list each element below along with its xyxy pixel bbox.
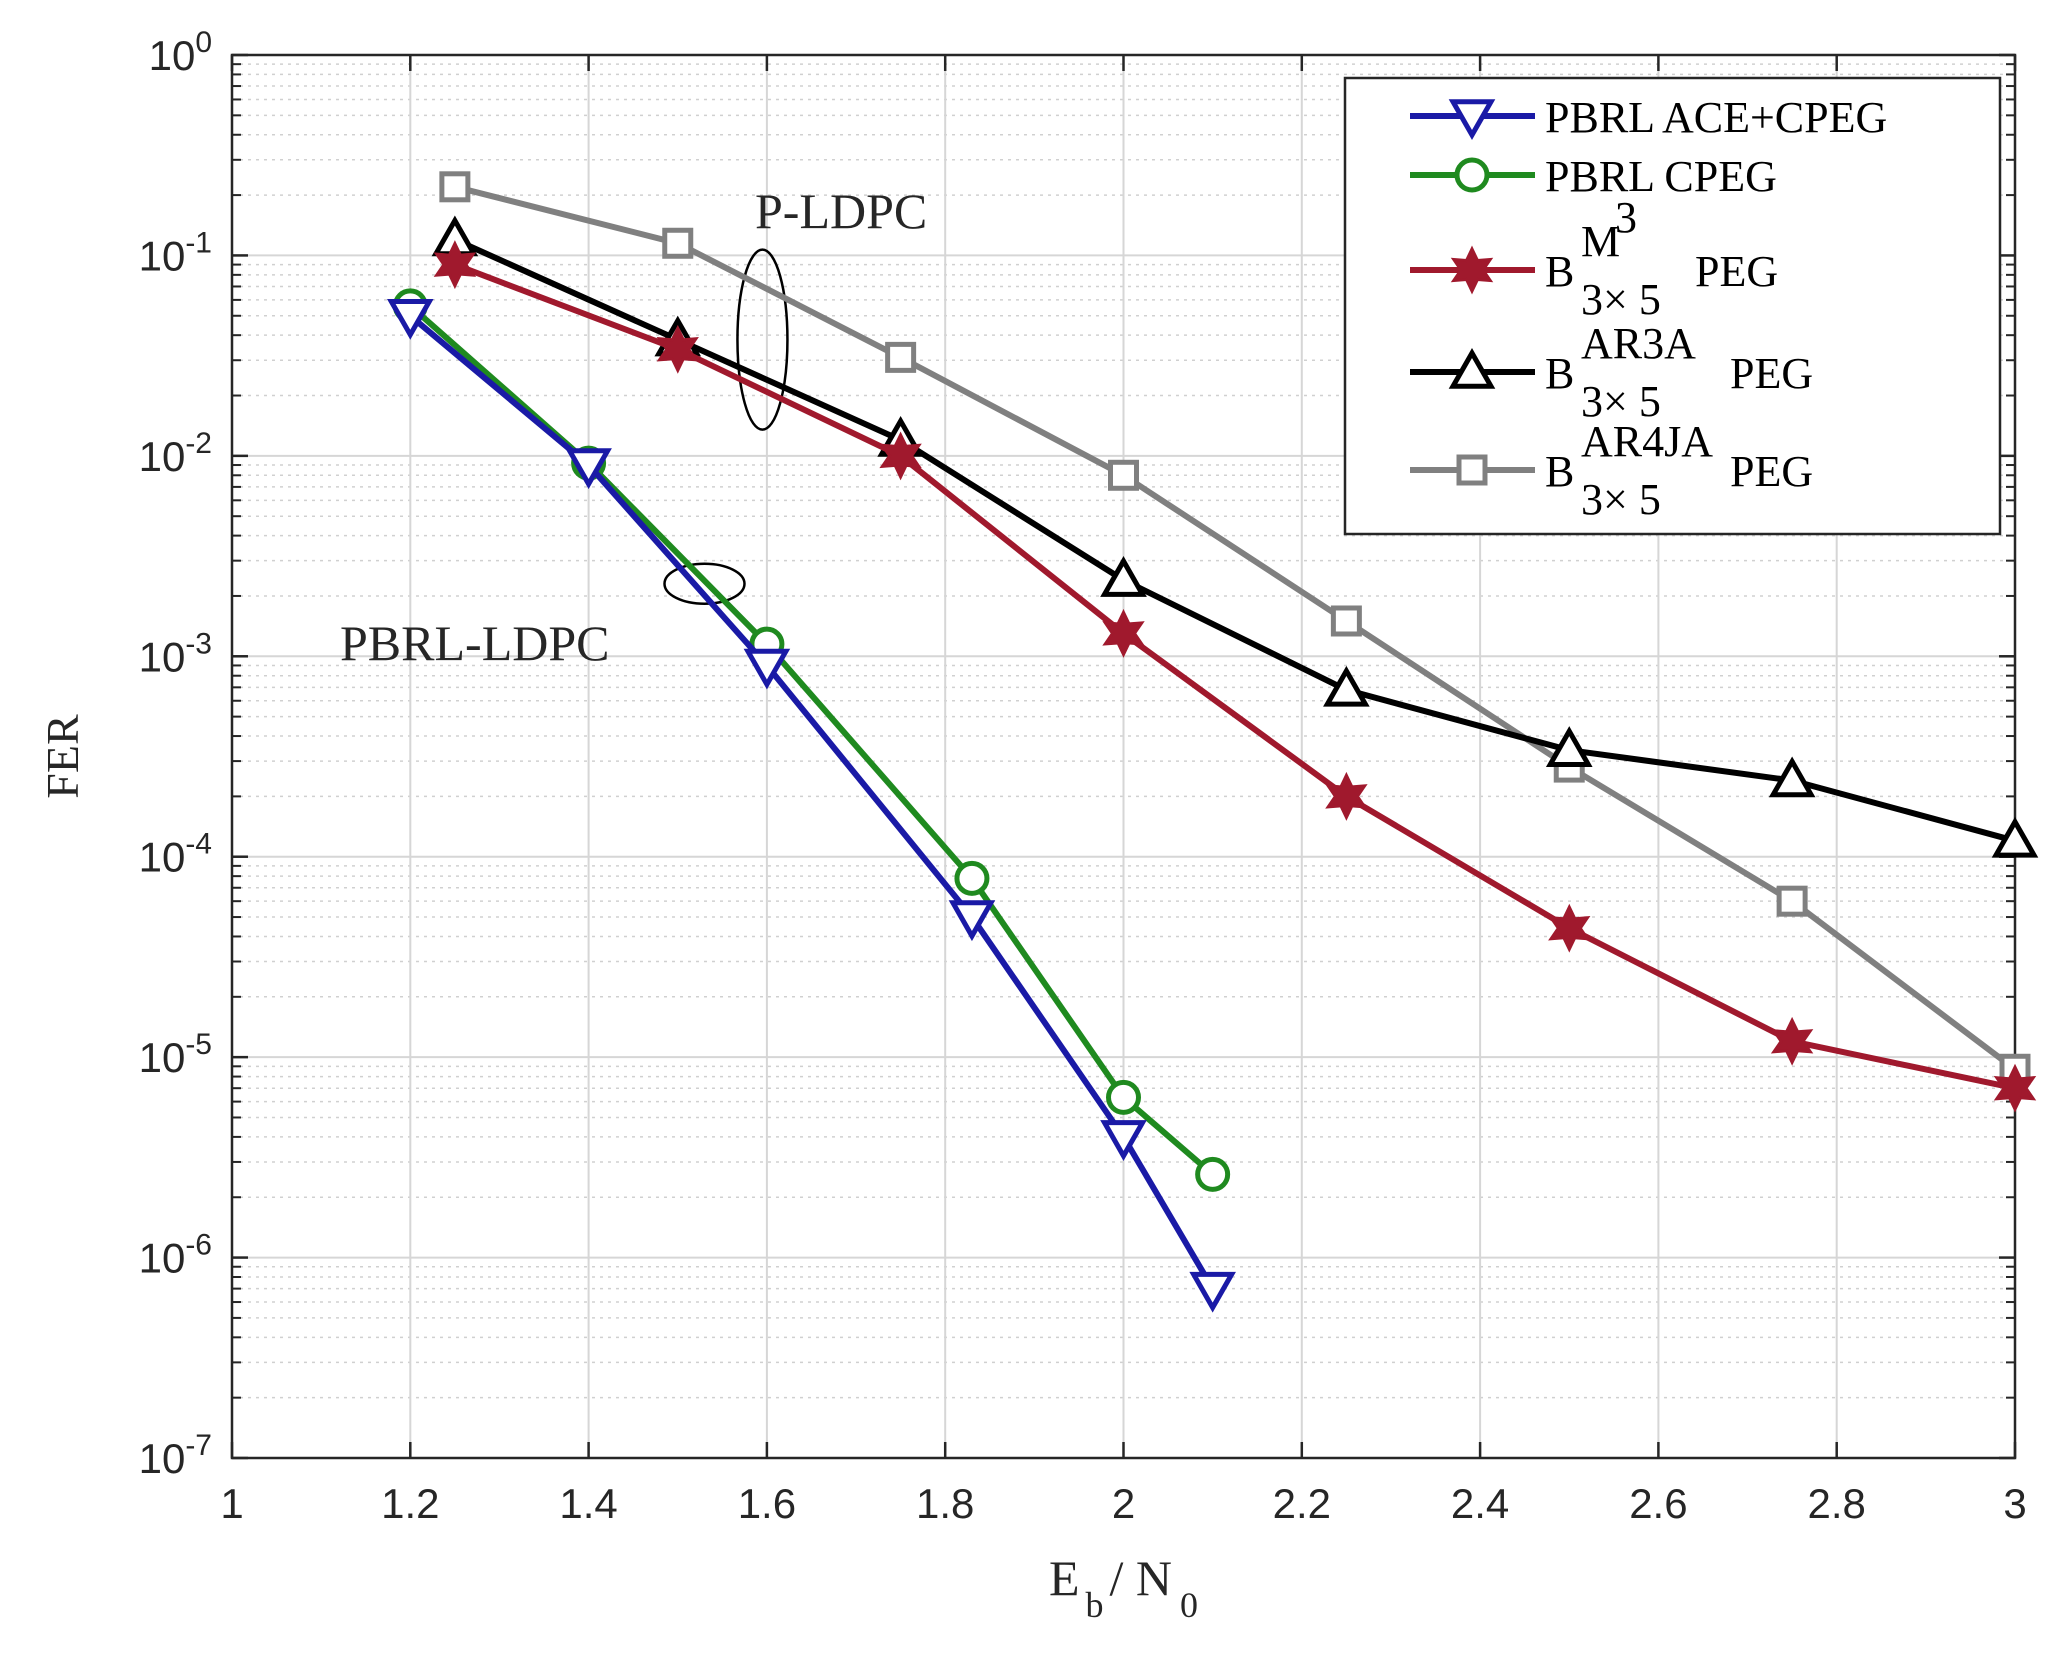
y-tick-label: 10-3 <box>139 627 212 680</box>
data-point <box>1454 157 1490 193</box>
data-point <box>879 431 922 481</box>
data-point <box>743 648 791 690</box>
x-tick-label: 2.4 <box>1451 1480 1509 1527</box>
data-point <box>1189 1271 1236 1313</box>
pbrl-ldpc-label: PBRL-LDPC <box>340 615 610 671</box>
x-tick-label: 1.8 <box>916 1480 974 1527</box>
legend-label-base: B <box>1545 247 1574 296</box>
data-point <box>1100 556 1147 597</box>
data-point <box>1325 771 1368 821</box>
data-point <box>1993 1063 2037 1113</box>
legend-label: PBRL ACE+CPEG <box>1545 93 1887 142</box>
p-ldpc-ellipse <box>736 248 789 431</box>
legend-box <box>1343 76 2002 536</box>
legend-label-sub: 3× 5 <box>1581 377 1661 426</box>
x-tick-label: 2.2 <box>1273 1480 1331 1527</box>
y-tick-label: 100 <box>149 26 212 79</box>
x-tick-label: 1.4 <box>559 1480 617 1527</box>
data-point <box>662 227 694 259</box>
x-tick-label: 2 <box>1112 1480 1135 1527</box>
y-tick-label: 10-6 <box>139 1229 212 1282</box>
legend-label: PBRL CPEG <box>1545 152 1777 201</box>
x-tick-label: 3 <box>2003 1480 2026 1527</box>
legend-entry-1: PBRL CPEG <box>1410 152 1777 201</box>
annotations: P-LDPC PBRL-LDPC <box>340 183 927 671</box>
data-point <box>1100 1120 1147 1161</box>
data-point <box>1102 608 1145 658</box>
data-point <box>1448 99 1496 141</box>
y-tick-label: 10-4 <box>139 828 212 881</box>
y-tick-label: 10-7 <box>139 1429 212 1482</box>
legend-entry-2: BM3 3× 5 PEG <box>1410 193 1778 324</box>
data-point <box>1106 1079 1141 1115</box>
legend-entry-0: PBRL ACE+CPEG <box>1410 93 1887 142</box>
series-line <box>408 313 1216 1291</box>
data-point <box>1776 885 1808 917</box>
data-point <box>1456 454 1488 486</box>
series-group <box>386 171 2039 1313</box>
legend-label-base: B <box>1545 349 1574 398</box>
data-point <box>885 341 917 373</box>
series-0 <box>386 299 1236 1313</box>
y-tick-label: 10-2 <box>139 427 212 480</box>
legend-label-suffix: PEG <box>1695 247 1778 296</box>
data-point <box>1108 459 1139 491</box>
x-tick-label: 1.6 <box>738 1480 796 1527</box>
data-point <box>1450 245 1494 295</box>
legend-label-sub: 3× 5 <box>1581 475 1661 524</box>
pbrl-ldpc-ellipse <box>663 562 746 606</box>
p-ldpc-label: P-LDPC <box>755 183 927 239</box>
x-tick-label: 1.2 <box>381 1480 439 1527</box>
x-tick-label: 2.6 <box>1629 1480 1687 1527</box>
y-axis-label: FER <box>37 714 88 799</box>
series-2 <box>433 240 2037 1113</box>
data-point <box>1323 665 1370 707</box>
legend-label-sup: AR4JA <box>1581 417 1713 466</box>
data-point <box>565 448 612 490</box>
x-tick-label: 1 <box>220 1480 243 1527</box>
legend-label-sup: AR3A <box>1581 319 1696 368</box>
legend-label-supsup: 3 <box>1615 193 1637 242</box>
data-point <box>1545 726 1593 767</box>
data-point <box>1195 1156 1231 1192</box>
x-tick-label: 2.8 <box>1808 1480 1866 1527</box>
series-line <box>454 183 2017 1072</box>
data-point <box>1770 1016 1814 1066</box>
legend-label-suffix: PEG <box>1730 447 1813 496</box>
y-tick-label: 10-1 <box>139 226 212 279</box>
data-point <box>948 900 996 942</box>
data-point <box>433 240 477 290</box>
data-point <box>656 324 699 374</box>
series-line <box>453 261 2016 1092</box>
data-point <box>1991 816 2039 858</box>
y-tick-label: 10-5 <box>139 1028 212 1081</box>
data-point <box>1330 605 1362 637</box>
legend-label-sub: 3× 5 <box>1581 275 1661 324</box>
data-point <box>439 171 471 203</box>
legend-label-sup: M <box>1581 217 1620 266</box>
data-point <box>1768 756 1816 798</box>
data-point <box>386 299 434 340</box>
legend-label-base: B <box>1545 447 1574 496</box>
series-line <box>453 236 2016 844</box>
data-point <box>1548 903 1591 953</box>
legend-label-suffix: PEG <box>1730 349 1813 398</box>
data-point <box>1448 347 1496 389</box>
axes: 1 1.2 1.4 1.6 1.8 2 2.2 2.4 2.6 2.8 3 100 10-1 10-2 10… <box>37 26 2027 1625</box>
data-point <box>954 860 990 896</box>
